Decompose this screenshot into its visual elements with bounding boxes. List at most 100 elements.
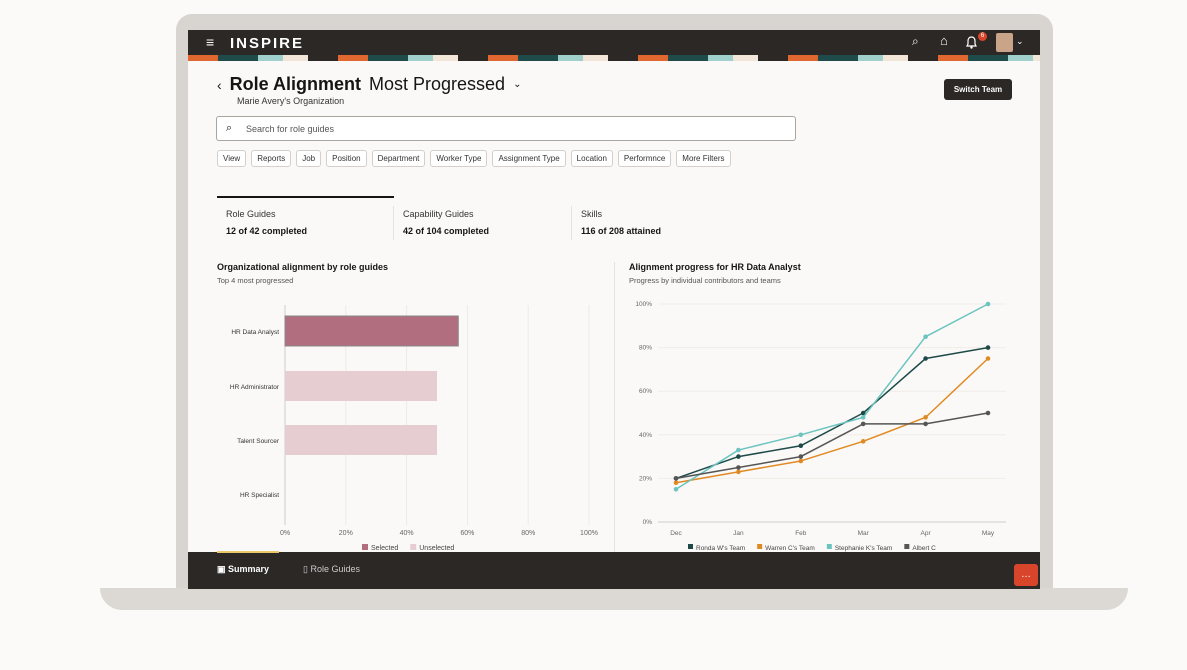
data-point <box>860 439 866 444</box>
laptop-base <box>100 588 1128 610</box>
y-tick-label: 0% <box>643 519 653 526</box>
series-line <box>675 303 989 490</box>
active-nav-indicator <box>217 551 279 553</box>
filter-chip[interactable]: Job <box>296 150 322 167</box>
book-icon: ▯ <box>303 564 308 574</box>
line-chart-title: Alignment progress for HR Data Analyst <box>629 262 801 272</box>
x-tick-label: 20% <box>339 530 353 537</box>
x-tick-label: 40% <box>400 530 414 537</box>
organization-subtitle: Marie Avery's Organization <box>237 96 345 106</box>
notification-badge: 6 <box>978 32 987 41</box>
legend-label: Stephanie K's Team <box>835 545 893 552</box>
y-tick-label: 100% <box>635 301 652 308</box>
search-icon[interactable]: ⌕ <box>912 34 919 48</box>
app-logo: INSPIRE <box>230 35 305 52</box>
legend-label: Unselected <box>419 545 454 552</box>
filter-chip[interactable]: View <box>217 150 247 167</box>
chat-icon[interactable]: … <box>1014 564 1038 586</box>
switch-team-button[interactable]: Switch Team <box>944 79 1012 100</box>
avatar[interactable] <box>996 33 1013 52</box>
nav-summary[interactable]: ▣ Summary <box>217 564 269 575</box>
category-label: HR Data Analyst <box>231 329 279 336</box>
category-label: HR Specialist <box>240 492 279 499</box>
x-tick-label: Dec <box>670 530 682 537</box>
data-point <box>736 465 741 470</box>
legend-label: Ronda W's Team <box>696 545 745 552</box>
stat-value: 116 of 208 attained <box>581 226 662 236</box>
legend-swatch <box>826 544 832 549</box>
series-line <box>675 346 989 480</box>
filter-chip[interactable]: Reports <box>251 150 292 167</box>
category-label: Talent Sourcer <box>237 438 280 445</box>
x-tick-label: 100% <box>580 530 598 537</box>
nav-role-guides[interactable]: ▯ Role Guides <box>303 564 360 575</box>
data-point <box>798 454 804 459</box>
stat-value: 12 of 42 completed <box>226 226 308 236</box>
data-point <box>798 443 804 449</box>
data-point <box>798 458 804 464</box>
bar <box>285 425 437 455</box>
legend-swatch <box>757 544 763 549</box>
page-title: Role Alignment <box>229 74 362 94</box>
presentation-icon: ▣ <box>217 564 226 574</box>
filter-chip[interactable]: Assignment Type <box>492 150 566 167</box>
x-tick-label: Feb <box>795 530 807 537</box>
filter-chip[interactable]: Position <box>326 150 367 167</box>
series-line <box>675 412 989 480</box>
data-point <box>860 421 866 427</box>
data-point <box>923 334 928 340</box>
line-chart-subtitle: Progress by individual contributors and … <box>629 276 781 285</box>
x-tick-label: 80% <box>521 530 535 537</box>
home-icon[interactable]: ⌂ <box>940 33 948 48</box>
legend-swatch <box>410 544 417 550</box>
bar <box>284 315 459 347</box>
bar-chart-title: Organizational alignment by role guides <box>217 262 389 272</box>
nav-label: Summary <box>228 564 270 574</box>
nav-label: Role Guides <box>310 564 360 574</box>
chevron-down-icon[interactable]: ⌄ <box>513 79 522 90</box>
data-point <box>923 421 928 427</box>
back-icon[interactable]: ‹ <box>217 76 222 93</box>
legend-swatch <box>904 544 910 549</box>
active-tab-indicator <box>217 196 394 198</box>
legend-label: Selected <box>371 545 398 552</box>
view-selector[interactable]: Most Progressed <box>369 74 506 94</box>
app-screen: ≡ INSPIRE ⌕ ⌂ 6 ⌄ ‹ Role Alignment Most … <box>188 30 1040 589</box>
filter-chip[interactable]: Worker Type <box>430 150 488 167</box>
legend-label: Warren C's Team <box>765 545 815 552</box>
bar-chart-subtitle: Top 4 most progressed <box>217 276 294 285</box>
y-tick-label: 40% <box>639 432 652 439</box>
bar-chart: 0% 20% 40% 60% 80% 100% HR Data Analyst HR Admi… <box>230 305 598 552</box>
search-input[interactable]: ⌕ Search for role guides <box>216 116 796 141</box>
data-point <box>985 301 991 307</box>
filter-chip[interactable]: Department <box>371 150 426 167</box>
data-point <box>673 480 679 486</box>
data-point <box>985 356 991 361</box>
stat-label[interactable]: Role Guides <box>226 209 276 219</box>
data-point <box>736 454 741 459</box>
chevron-down-icon[interactable]: ⌄ <box>1016 36 1024 46</box>
menu-icon[interactable]: ≡ <box>206 34 215 50</box>
stat-value: 42 of 104 completed <box>403 226 490 236</box>
decorative-banner <box>188 55 1040 61</box>
title-row: ‹ Role Alignment Most Progressed ⌄ <box>217 74 521 95</box>
x-tick-label: Mar <box>858 530 870 537</box>
filter-chip[interactable]: Location <box>570 150 613 167</box>
filter-chip[interactable]: Performnce <box>617 150 672 167</box>
series-line <box>675 357 989 484</box>
x-tick-label: Apr <box>921 530 932 537</box>
top-bar: ≡ INSPIRE ⌕ ⌂ 6 ⌄ <box>188 30 1040 55</box>
stat-label[interactable]: Capability Guides <box>403 209 474 219</box>
x-tick-label: 0% <box>280 530 290 537</box>
search-placeholder: Search for role guides <box>246 124 335 134</box>
data-point <box>673 476 679 481</box>
bell-icon[interactable] <box>966 36 977 49</box>
legend-swatch <box>688 544 693 549</box>
divider <box>571 206 572 240</box>
data-point <box>923 356 928 361</box>
stat-label[interactable]: Skills <box>581 209 603 219</box>
category-label: HR Administrator <box>230 384 280 391</box>
legend-swatch <box>362 544 368 550</box>
data-point <box>798 432 804 438</box>
filter-chip[interactable]: More Filters <box>676 150 731 167</box>
